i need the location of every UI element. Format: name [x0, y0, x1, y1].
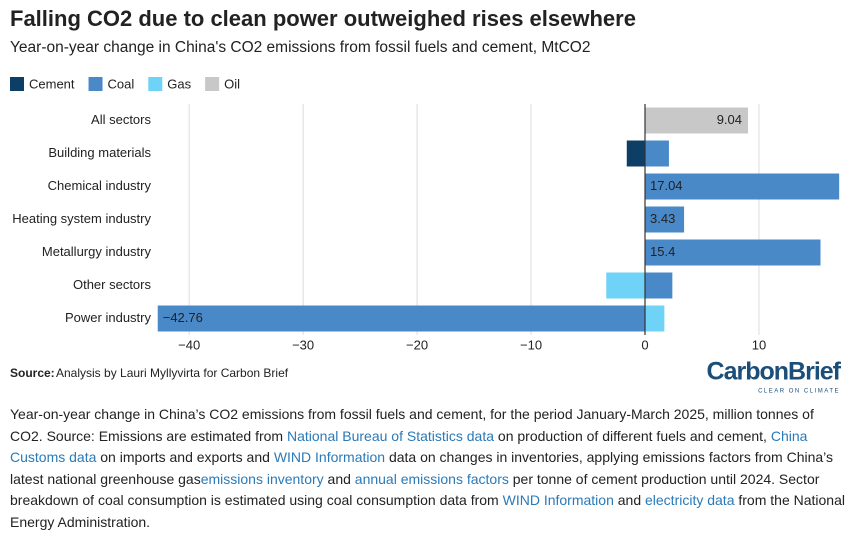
data-label: −42.76 — [163, 310, 203, 325]
legend-swatch — [88, 77, 103, 91]
y-tick-label: Building materials — [48, 145, 151, 160]
data-label: 17.04 — [650, 178, 683, 193]
chart-subtitle: Year-on-year change in China's CO2 emiss… — [10, 39, 590, 56]
text: on imports and exports and — [96, 449, 274, 465]
description: Year-on-year change in China’s CO2 emiss… — [10, 404, 846, 533]
legend-label: Gas — [167, 76, 191, 91]
y-tick-label: All sectors — [91, 112, 151, 127]
text: per tonne of cement production until 202… — [10, 470, 820, 509]
link[interactable]: WIND Information — [502, 492, 614, 508]
chart: Falling CO2 due to clean power outweighe… — [10, 6, 843, 395]
link[interactable]: emissions inventory — [200, 470, 324, 487]
data-label: 15.4 — [650, 244, 675, 259]
y-tick-label: Other sectors — [73, 277, 152, 292]
text: from the National Energy Administration. — [10, 492, 845, 530]
text: Year-on-year change in China’s CO2 emiss… — [10, 406, 814, 444]
data-label: 9.04 — [717, 112, 742, 127]
chart-title: Falling CO2 due to clean power outweighe… — [10, 6, 636, 31]
link[interactable]: China Customs data — [10, 427, 808, 466]
bar — [645, 140, 669, 167]
bar — [626, 140, 645, 167]
bar — [645, 305, 665, 332]
source-label: Source: — [10, 366, 55, 380]
link[interactable]: WIND Information — [273, 449, 386, 465]
x-tick-label: −10 — [520, 337, 542, 352]
bar — [645, 173, 840, 200]
link[interactable]: annual emissions factors — [354, 470, 509, 487]
y-tick-label: Heating system industry — [12, 211, 151, 226]
legend-swatch — [10, 77, 24, 91]
legend-label: Oil — [224, 76, 240, 91]
link[interactable]: National Bureau of Statistics data — [287, 427, 495, 444]
bar — [606, 272, 645, 299]
text: on production of different fuels and cem… — [494, 427, 771, 444]
legend-label: Coal — [108, 76, 135, 91]
bar — [645, 239, 821, 266]
x-tick-label: 0 — [641, 337, 648, 352]
bar — [645, 272, 673, 299]
link[interactable]: electricity data — [645, 492, 735, 508]
logo: CarbonBrief — [707, 358, 842, 386]
legend-swatch — [205, 77, 220, 91]
logo-tagline: CLEAR ON CLIMATE — [758, 389, 840, 395]
legend-label: Cement — [29, 76, 75, 91]
bar — [645, 107, 749, 134]
bar — [157, 305, 646, 332]
bar — [645, 206, 685, 233]
x-tick-label: −20 — [406, 337, 428, 352]
y-tick-label: Metallurgy industry — [42, 244, 152, 259]
data-label: 3.43 — [650, 211, 675, 226]
text: data on changes in inventories, applying… — [10, 449, 834, 487]
x-tick-label: −30 — [292, 337, 314, 352]
source-text: Analysis by Lauri Myllyvirta for Carbon … — [56, 366, 289, 380]
y-tick-label: Power industry — [65, 310, 151, 325]
y-tick-label: Chemical industry — [48, 178, 152, 193]
x-tick-label: −40 — [178, 337, 200, 352]
text: and — [613, 492, 645, 508]
text: and — [323, 470, 355, 487]
legend-swatch — [148, 77, 163, 91]
x-tick-label: 10 — [752, 337, 766, 352]
